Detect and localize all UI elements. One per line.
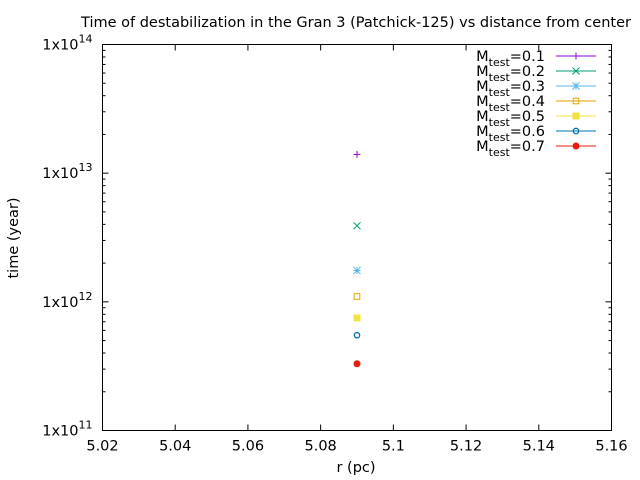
y-tick-exponent: 12 [79,290,93,303]
legend-item: Mtest=0.7 [476,139,596,159]
legend-label-main: M [476,139,489,155]
legend-label-sub: test [489,101,511,114]
x-tick-label: 5.08 [304,439,336,455]
legend-marker [572,67,580,75]
legend-label-value: =0.1 [510,49,545,65]
legend-marker [572,97,580,105]
legend-label: Mtest=0.4 [476,94,545,114]
legend-label: Mtest=0.2 [476,64,545,84]
legend-label-sub: test [489,56,511,69]
legend-label: Mtest=0.1 [476,49,545,69]
x-tick-label: 5.06 [232,439,264,455]
data-points [353,150,361,368]
data-point-6 [353,331,361,339]
x-tick-label: 5.1 [382,439,405,455]
data-point-2 [353,221,361,230]
legend-label-main: M [476,109,489,125]
y-tick-mantissa: 1x10 [42,38,78,54]
axis-ticks [102,44,612,431]
legend-item: Mtest=0.4 [476,94,596,114]
legend-item: Mtest=0.1 [476,49,596,69]
legend-label-main: M [476,64,489,80]
legend-label: Mtest=0.3 [476,79,545,99]
legend-label-main: M [476,79,489,95]
y-tick-exponent: 11 [79,419,93,432]
x-tick-labels: 5.02 5.04 5.06 5.08 5.1 5.12 5.14 5.16 [86,439,627,455]
y-tick-mantissa: 1x10 [42,295,78,311]
y-axis-label: time (year) [6,197,22,278]
legend-label-main: M [476,49,489,65]
legend-label-sub: test [489,86,511,99]
x-tick-label: 5.12 [450,439,482,455]
legend-label-sub: test [489,131,511,144]
legend-marker [572,82,580,90]
legend-label: Mtest=0.7 [476,139,545,159]
legend-label-value: =0.2 [510,64,545,80]
x-tick-label: 5.04 [159,439,191,455]
x-axis-label: r (pc) [336,460,375,476]
data-point-4 [353,293,361,300]
y-tick-mantissa: 1x10 [42,166,78,182]
legend-label-sub: test [489,71,511,84]
legend-label-value: =0.6 [510,124,545,140]
legend-label-value: =0.7 [510,139,545,155]
legend-label-value: =0.5 [510,109,545,125]
y-tick-label: 1x1011 [42,419,92,440]
y-tick-mantissa: 1x10 [42,424,78,440]
plot-frame [102,44,612,431]
legend-label-value: =0.4 [510,94,545,110]
legend-marker [572,142,580,150]
chart-title: Time of destabilization in the Gran 3 (P… [80,15,631,31]
legend-label: Mtest=0.5 [476,109,545,129]
legend-label-sub: test [489,146,511,159]
y-tick-label: 1x1013 [42,161,92,182]
legend-item: Mtest=0.3 [476,79,596,99]
x-tick-label: 5.14 [523,439,555,455]
legend-marker [572,127,580,135]
legend-marker [572,52,580,60]
legend-label-sub: test [489,116,511,129]
data-point-3 [353,266,361,275]
legend-label-value: =0.3 [510,79,545,95]
y-tick-exponent: 14 [79,33,93,46]
legend-marker [572,112,580,120]
y-tick-exponent: 13 [79,161,93,174]
data-point-5 [353,314,361,322]
x-tick-label: 5.02 [86,439,118,455]
legend: Mtest=0.1Mtest=0.2Mtest=0.3Mtest=0.4Mtes… [476,49,596,159]
legend-item: Mtest=0.6 [476,124,596,144]
y-tick-label: 1x1012 [42,290,92,311]
legend-label: Mtest=0.6 [476,124,545,144]
legend-label-main: M [476,124,489,140]
legend-item: Mtest=0.5 [476,109,596,129]
x-tick-label: 5.16 [595,439,627,455]
legend-item: Mtest=0.2 [476,64,596,84]
data-point-1 [353,150,361,158]
data-point-7 [353,360,361,368]
y-tick-label: 1x1014 [42,33,92,54]
legend-label-main: M [476,94,489,110]
